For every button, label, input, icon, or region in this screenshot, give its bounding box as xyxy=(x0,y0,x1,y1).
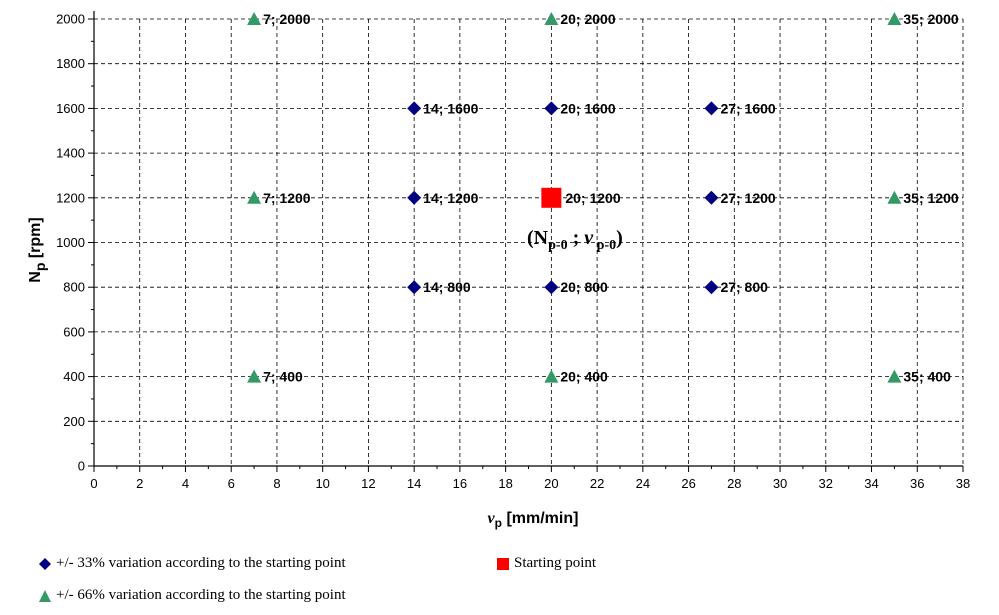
x-tick-label: 38 xyxy=(956,476,970,491)
data-point-triangle xyxy=(247,190,262,204)
data-point-diamond xyxy=(544,280,559,295)
x-tick-label: 20 xyxy=(544,476,558,491)
x-tick-label: 18 xyxy=(498,476,512,491)
data-point-diamond xyxy=(704,280,719,295)
data-label: 14; 1600 xyxy=(423,100,478,116)
data-point-square xyxy=(541,187,562,208)
x-tick-label: 30 xyxy=(773,476,787,491)
data-point-triangle xyxy=(887,369,902,383)
data-label: 35; 1200 xyxy=(903,190,958,206)
data-label: 14; 1200 xyxy=(423,190,478,206)
x-tick-label: 14 xyxy=(407,476,421,491)
y-tick-label: 800 xyxy=(63,280,85,295)
x-tick-label: 24 xyxy=(636,476,650,491)
grid xyxy=(94,18,964,466)
y-tick-label: 200 xyxy=(63,414,85,429)
starting-point-annotation: (Np-0 ; v p-0) xyxy=(527,227,623,253)
data-labels: 14; 1600 20; 1600 27; 1600 14; 1200 27; 1200… xyxy=(263,11,959,385)
legend-label-66: +/- 66% variation according to the start… xyxy=(56,587,346,603)
y-tick-label: 2000 xyxy=(56,12,85,27)
data-point-triangle xyxy=(544,12,559,25)
x-tick-label: 8 xyxy=(273,476,280,491)
axes xyxy=(88,11,964,472)
y-tick-label: 1400 xyxy=(56,146,85,161)
data-point-triangle xyxy=(544,369,559,383)
data-point-diamond xyxy=(544,101,559,116)
y-tick-label: 1600 xyxy=(56,101,85,116)
legend-label-33: +/- 33% variation according to the start… xyxy=(56,555,346,571)
data-label: 35; 400 xyxy=(903,369,951,385)
data-points xyxy=(247,12,902,383)
data-label: 14; 800 xyxy=(423,279,471,295)
y-tick-label: 600 xyxy=(63,324,85,339)
y-tick-label: 1000 xyxy=(56,235,85,250)
y-tick-label: 1200 xyxy=(56,190,85,205)
y-axis-title: Np [rpm] xyxy=(27,217,48,282)
y-tick-label: 400 xyxy=(63,369,85,384)
data-label: 7; 2000 xyxy=(263,11,311,27)
data-point-diamond xyxy=(407,190,422,205)
data-label: 20; 1200 xyxy=(565,190,620,206)
x-tick-label: 4 xyxy=(182,476,189,491)
data-point-triangle xyxy=(887,12,902,25)
x-axis-title: vp [mm/min] xyxy=(488,510,579,530)
x-tick-label: 16 xyxy=(453,476,467,491)
diamond-icon xyxy=(39,557,51,570)
x-tick-label: 10 xyxy=(315,476,329,491)
data-point-triangle xyxy=(247,369,262,383)
data-point-diamond xyxy=(407,280,422,295)
data-point-triangle xyxy=(247,12,262,25)
data-label: 20; 800 xyxy=(560,279,608,295)
data-label: 27; 800 xyxy=(720,279,768,295)
x-tick-label: 2 xyxy=(136,476,143,491)
data-point-diamond xyxy=(704,101,719,116)
x-tick-label: 28 xyxy=(727,476,741,491)
legend-label-start: Starting point xyxy=(514,555,597,571)
x-tick-label: 0 xyxy=(90,476,97,491)
x-tick-label: 12 xyxy=(361,476,375,491)
y-tick-label: 1800 xyxy=(56,56,85,71)
data-label: 7; 400 xyxy=(263,369,303,385)
legend-item-66: +/- 66% variation according to the start… xyxy=(38,587,346,604)
x-tick-label: 22 xyxy=(590,476,604,491)
data-label: 20; 1600 xyxy=(560,100,615,116)
x-tick-label: 34 xyxy=(864,476,878,491)
triangle-icon xyxy=(39,589,51,602)
legend-item-33: +/- 33% variation according to the start… xyxy=(38,555,346,572)
x-tick-label: 32 xyxy=(819,476,833,491)
data-label: 20; 400 xyxy=(560,369,608,385)
square-icon xyxy=(497,557,509,570)
x-tick-label: 36 xyxy=(910,476,924,491)
data-label: 7; 1200 xyxy=(263,190,311,206)
x-tick-label: 26 xyxy=(681,476,695,491)
data-point-diamond xyxy=(704,190,719,205)
y-tick-label: 0 xyxy=(78,459,85,474)
data-label: 20; 2000 xyxy=(560,11,615,27)
data-point-triangle xyxy=(887,190,902,204)
tick-labels: 0 2 4 6 8 10 12 14 16 18 20 22 24 26 28 30 32 34 36 3802004… xyxy=(56,12,970,492)
x-tick-label: 6 xyxy=(228,476,235,491)
data-label: 35; 2000 xyxy=(903,11,958,27)
data-label: 27; 1200 xyxy=(720,190,775,206)
data-label: 27; 1600 xyxy=(720,100,775,116)
legend-item-start: Starting point xyxy=(496,555,596,572)
data-point-diamond xyxy=(407,101,422,116)
